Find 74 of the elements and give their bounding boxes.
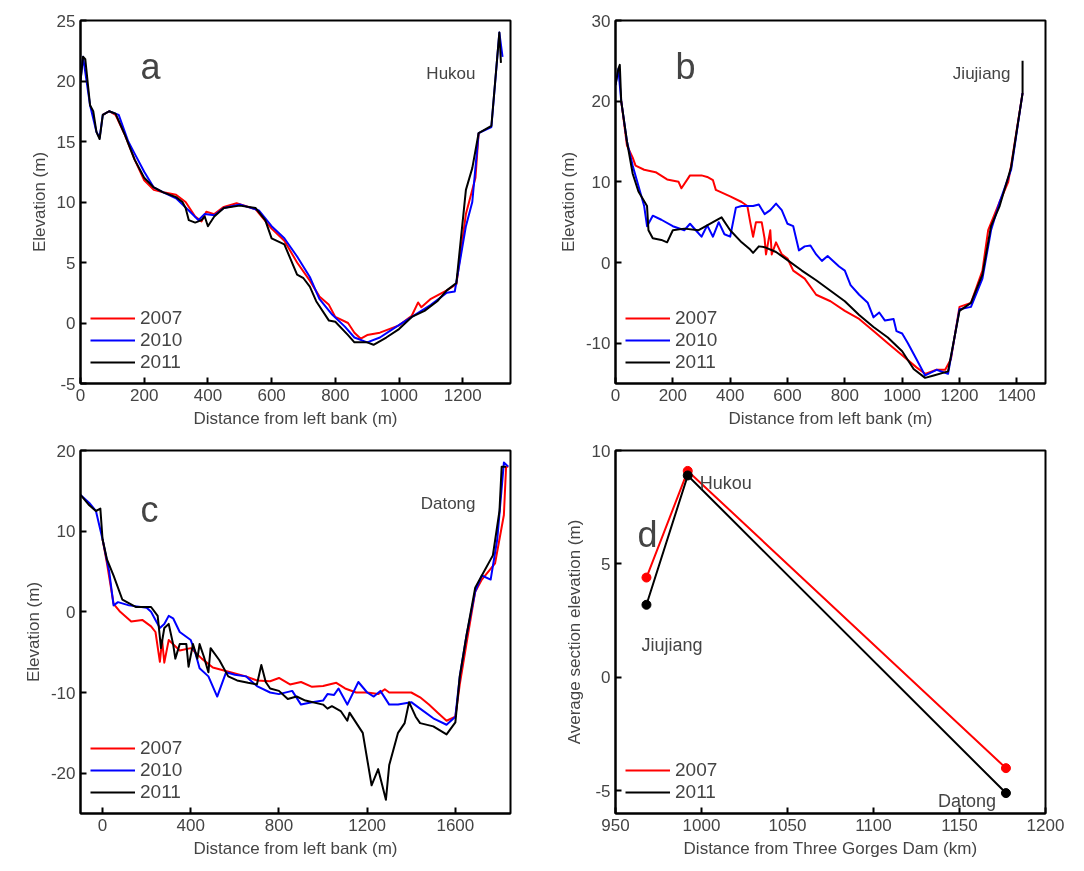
annotation: Jiujiang — [641, 634, 703, 655]
y-axis-title: Elevation (m) — [558, 151, 578, 253]
x-tick-label: 1150 — [941, 815, 978, 835]
x-tick-label: 1200 — [940, 385, 979, 405]
x-tick-label: 200 — [130, 385, 159, 405]
x-tick-label: 1400 — [997, 385, 1036, 405]
annotation: b — [675, 45, 696, 87]
x-tick-label: 1050 — [768, 815, 807, 835]
y-tick-label: 0 — [601, 253, 611, 273]
y-tick-label: 10 — [56, 522, 76, 542]
legend-label: 2011 — [140, 781, 181, 803]
y-tick-label: -5 — [595, 781, 611, 801]
x-axis-title: Distance from left bank (m) — [728, 408, 933, 428]
x-tick-label: 800 — [830, 385, 860, 405]
y-tick-label: -5 — [60, 374, 76, 394]
legend-label: 2007 — [675, 307, 718, 329]
annotation: a — [140, 45, 162, 87]
legend-label: 2011 — [675, 351, 716, 373]
legend-label: 2011 — [140, 351, 181, 373]
y-axis-title: Elevation (m) — [23, 581, 43, 683]
x-tick-label: 950 — [601, 815, 630, 835]
y-tick-label: 10 — [56, 193, 76, 212]
x-tick-label: 1000 — [380, 385, 418, 405]
x-tick-label: 1000 — [883, 385, 922, 405]
y-tick-label: 10 — [591, 441, 611, 461]
y-tick-label: 30 — [591, 11, 611, 31]
y-axis-title: Average section elevation (m) — [564, 519, 584, 745]
x-axis-title: Distance from left bank (m) — [193, 838, 398, 858]
x-tick-label: 800 — [264, 815, 294, 835]
x-tick-label: 600 — [773, 385, 802, 405]
x-tick-label: 400 — [193, 385, 223, 405]
x-tick-label: 1000 — [682, 815, 721, 835]
x-tick-label: 1200 — [443, 385, 482, 405]
y-tick-label: 20 — [591, 92, 611, 112]
x-tick-label: 0 — [97, 815, 108, 835]
annotation: c — [140, 488, 159, 530]
y-tick-label: 15 — [56, 132, 76, 152]
x-tick-label: 1200 — [348, 815, 387, 835]
y-tick-label: -10 — [585, 334, 611, 354]
legend-label: 2007 — [140, 737, 183, 759]
y-axis-title: Elevation (m) — [29, 151, 49, 253]
legend-label: 2010 — [675, 329, 718, 351]
legend-label: 2010 — [140, 759, 183, 781]
annotation: Jiujiang — [952, 63, 1011, 83]
x-tick-label: 1200 — [1026, 815, 1065, 835]
x-axis-title: Distance from left bank (m) — [193, 408, 398, 428]
x-tick-label: 200 — [658, 385, 688, 405]
x-tick-label: 1100 — [855, 815, 892, 835]
legend-label: 2010 — [140, 329, 183, 351]
annotation: Hukou — [699, 473, 752, 494]
y-tick-label: 20 — [56, 441, 76, 461]
legend-label: 2007 — [140, 307, 183, 329]
y-tick-label: 25 — [56, 11, 76, 31]
x-tick-label: 400 — [176, 815, 205, 835]
x-axis-title: Distance from Three Gorges Dam (km) — [683, 838, 978, 858]
x-tick-label: 600 — [257, 385, 286, 405]
x-tick-label: 400 — [715, 385, 745, 405]
annotation: d — [637, 513, 658, 555]
y-tick-label: 0 — [66, 602, 76, 622]
y-tick-label: -10 — [50, 683, 76, 703]
y-tick-label: 5 — [601, 554, 611, 574]
y-tick-label: 0 — [601, 668, 611, 688]
y-tick-label: 0 — [66, 314, 76, 333]
y-tick-label: 20 — [56, 72, 76, 91]
annotation: Datong — [420, 493, 476, 513]
annotation: Hukou — [426, 63, 476, 83]
x-tick-label: 1600 — [436, 815, 475, 835]
x-tick-label: 800 — [321, 385, 350, 405]
y-tick-label: 10 — [591, 172, 611, 192]
y-tick-label: -20 — [50, 764, 76, 784]
y-tick-label: 5 — [66, 253, 76, 273]
annotation: Datong — [937, 791, 996, 812]
legend-label: 2011 — [675, 781, 716, 803]
legend-label: 2007 — [675, 759, 718, 781]
